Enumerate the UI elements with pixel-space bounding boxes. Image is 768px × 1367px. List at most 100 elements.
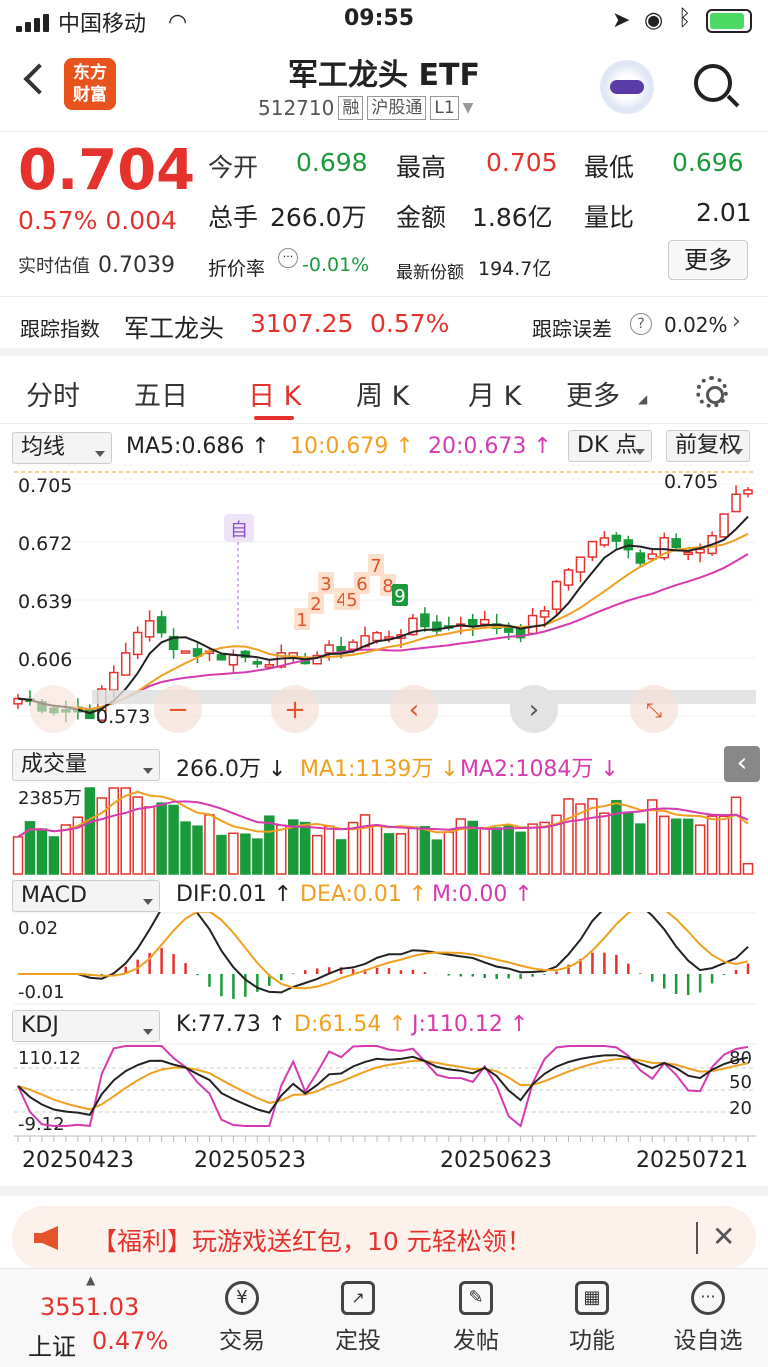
chart-tabs: 分时 五日 日 K 周 K 月 K 更多 ◢ <box>0 362 768 424</box>
volume-chart: 2385万 <box>12 782 756 875</box>
candle-body <box>192 648 203 657</box>
nav-functions[interactable]: ▦ 功能 <box>552 1281 632 1355</box>
fullscreen-button[interactable] <box>630 685 678 733</box>
volume-ma2-line <box>17 800 749 838</box>
last-price-mark: 0.705 <box>664 471 718 493</box>
macd-top-label: 0.02 <box>18 918 58 939</box>
tracking-index-value: 3107.25 <box>250 309 354 338</box>
open-value: 0.698 <box>296 148 368 177</box>
promo-banner[interactable]: 【福利】玩游戏送红包，10 元轻松领！ ✕ <box>12 1206 756 1270</box>
volume-ma1: MA1:1139万 ↓ <box>300 757 459 782</box>
kdj-selector[interactable]: KDJ <box>12 1010 160 1042</box>
date-label-2: 20250523 <box>194 1148 306 1173</box>
pan-left-button[interactable] <box>390 685 438 733</box>
megaphone-icon <box>34 1226 58 1250</box>
macd-dea-line <box>18 912 749 990</box>
kline-candles <box>13 485 753 723</box>
nav-trade[interactable]: ¥ 交易 <box>202 1281 282 1355</box>
info-icon[interactable]: ··· <box>278 248 298 268</box>
kdj-d: D:61.54 ↑ <box>294 1012 407 1037</box>
candle-body <box>647 553 658 560</box>
kdj-j: J:110.12 ↑ <box>412 1012 529 1037</box>
tab-weekly-k[interactable]: 周 K <box>356 381 410 412</box>
volume-bar <box>647 799 658 875</box>
zoom-in-button[interactable] <box>271 685 319 733</box>
time-axis-ticks <box>17 1136 749 1142</box>
tab-monthly-k[interactable]: 月 K <box>468 381 522 412</box>
tab-more[interactable]: 更多 <box>566 381 620 412</box>
event-marker-bg <box>224 514 254 542</box>
kdj-top-label: 110.12 <box>18 1048 81 1069</box>
adjust-button[interactable]: 前复权 <box>666 430 750 462</box>
candle-body <box>575 556 586 573</box>
dk-point-button[interactable]: DK 点 <box>568 430 652 462</box>
bluetooth-icon: ᛒ <box>678 6 692 31</box>
volume-bar <box>240 833 251 875</box>
seq-mark: 6 <box>356 574 367 595</box>
volume-bar <box>287 819 299 875</box>
help-icon[interactable]: ? <box>630 313 652 335</box>
change-abs: 0.004 <box>105 206 177 235</box>
candle-body <box>420 613 430 628</box>
volume-readout: 266.0万 ↓ <box>176 757 287 782</box>
dropdown-caret-icon[interactable]: ▼ <box>462 100 474 116</box>
collapse-panel-icon[interactable]: ‹ <box>724 746 760 782</box>
nav-watchlist-label: 设自选 <box>673 1328 743 1354</box>
expand-up-icon[interactable]: ▲ <box>86 1273 96 1287</box>
candle-body <box>539 610 550 618</box>
app-logo[interactable]: 东方财富 <box>64 58 116 110</box>
candle-body <box>659 537 669 559</box>
candle-body <box>156 616 167 634</box>
tab-intraday[interactable]: 分时 <box>26 381 80 412</box>
robot-assistant-icon[interactable] <box>600 60 654 114</box>
page-title: 军工龙头 ETF <box>288 58 480 93</box>
tracking-row[interactable]: 跟踪指数 军工龙头 3107.25 0.57% 跟踪误差 ? 0.02% › <box>0 296 768 356</box>
volume-selector[interactable]: 成交量 <box>12 749 160 781</box>
volume-bar <box>132 796 143 875</box>
vol-value: 266.0万 <box>270 203 367 232</box>
nav-watchlist[interactable]: ··· 设自选 <box>668 1281 748 1355</box>
ma-selector[interactable]: 均线 <box>12 432 112 464</box>
tab-daily-k[interactable]: 日 K <box>248 381 302 412</box>
volume-bar <box>335 839 347 875</box>
bottom-bar: ▲ 3551.03 上证 0.47% ¥ 交易 ↗ 定投 ✎ 发帖 ▦ 功能 ·… <box>0 1268 768 1367</box>
volume-bar <box>36 828 48 875</box>
volume-bar <box>479 827 490 875</box>
macd-dif: DIF:0.01 ↑ <box>176 882 293 907</box>
candle-body <box>527 614 538 635</box>
tab-five-day[interactable]: 五日 <box>134 381 188 412</box>
shares-label: 最新份额 <box>396 263 464 283</box>
ma5-line <box>17 515 749 715</box>
zoom-out-button[interactable] <box>154 685 202 733</box>
macd-selector[interactable]: MACD <box>12 880 160 912</box>
candle-body <box>587 540 598 558</box>
nav-post[interactable]: ✎ 发帖 <box>436 1281 516 1355</box>
index-pct[interactable]: 0.47% <box>92 1327 169 1355</box>
event-marker: 自 <box>230 520 248 541</box>
candle-body <box>228 654 239 666</box>
volume-bar <box>682 818 694 875</box>
gear-icon[interactable] <box>696 376 728 408</box>
candle-body <box>108 671 119 691</box>
est-value: 0.7039 <box>98 253 175 278</box>
candle-body <box>13 697 23 705</box>
search-icon[interactable] <box>694 64 732 102</box>
pan-right-button[interactable] <box>510 685 558 733</box>
chevron-right-icon[interactable]: › <box>732 309 741 334</box>
nav-invest[interactable]: ↗ 定投 <box>318 1281 398 1355</box>
edit-icon: ✎ <box>459 1281 493 1315</box>
index-value[interactable]: 3551.03 <box>40 1293 140 1321</box>
candle-body <box>408 617 418 636</box>
close-icon[interactable]: ✕ <box>712 1220 736 1253</box>
date-label-4: 20250721 <box>636 1148 748 1173</box>
volume-bar <box>311 834 323 875</box>
candle-body <box>695 548 705 554</box>
more-button[interactable]: 更多 <box>668 240 748 280</box>
volume-bar <box>611 799 622 875</box>
candle-body <box>324 644 334 654</box>
index-name[interactable]: 上证 <box>28 1333 76 1361</box>
volume-bar <box>718 815 730 875</box>
security-meta: 512710 融 沪股通 L1 ▼ <box>258 96 473 120</box>
